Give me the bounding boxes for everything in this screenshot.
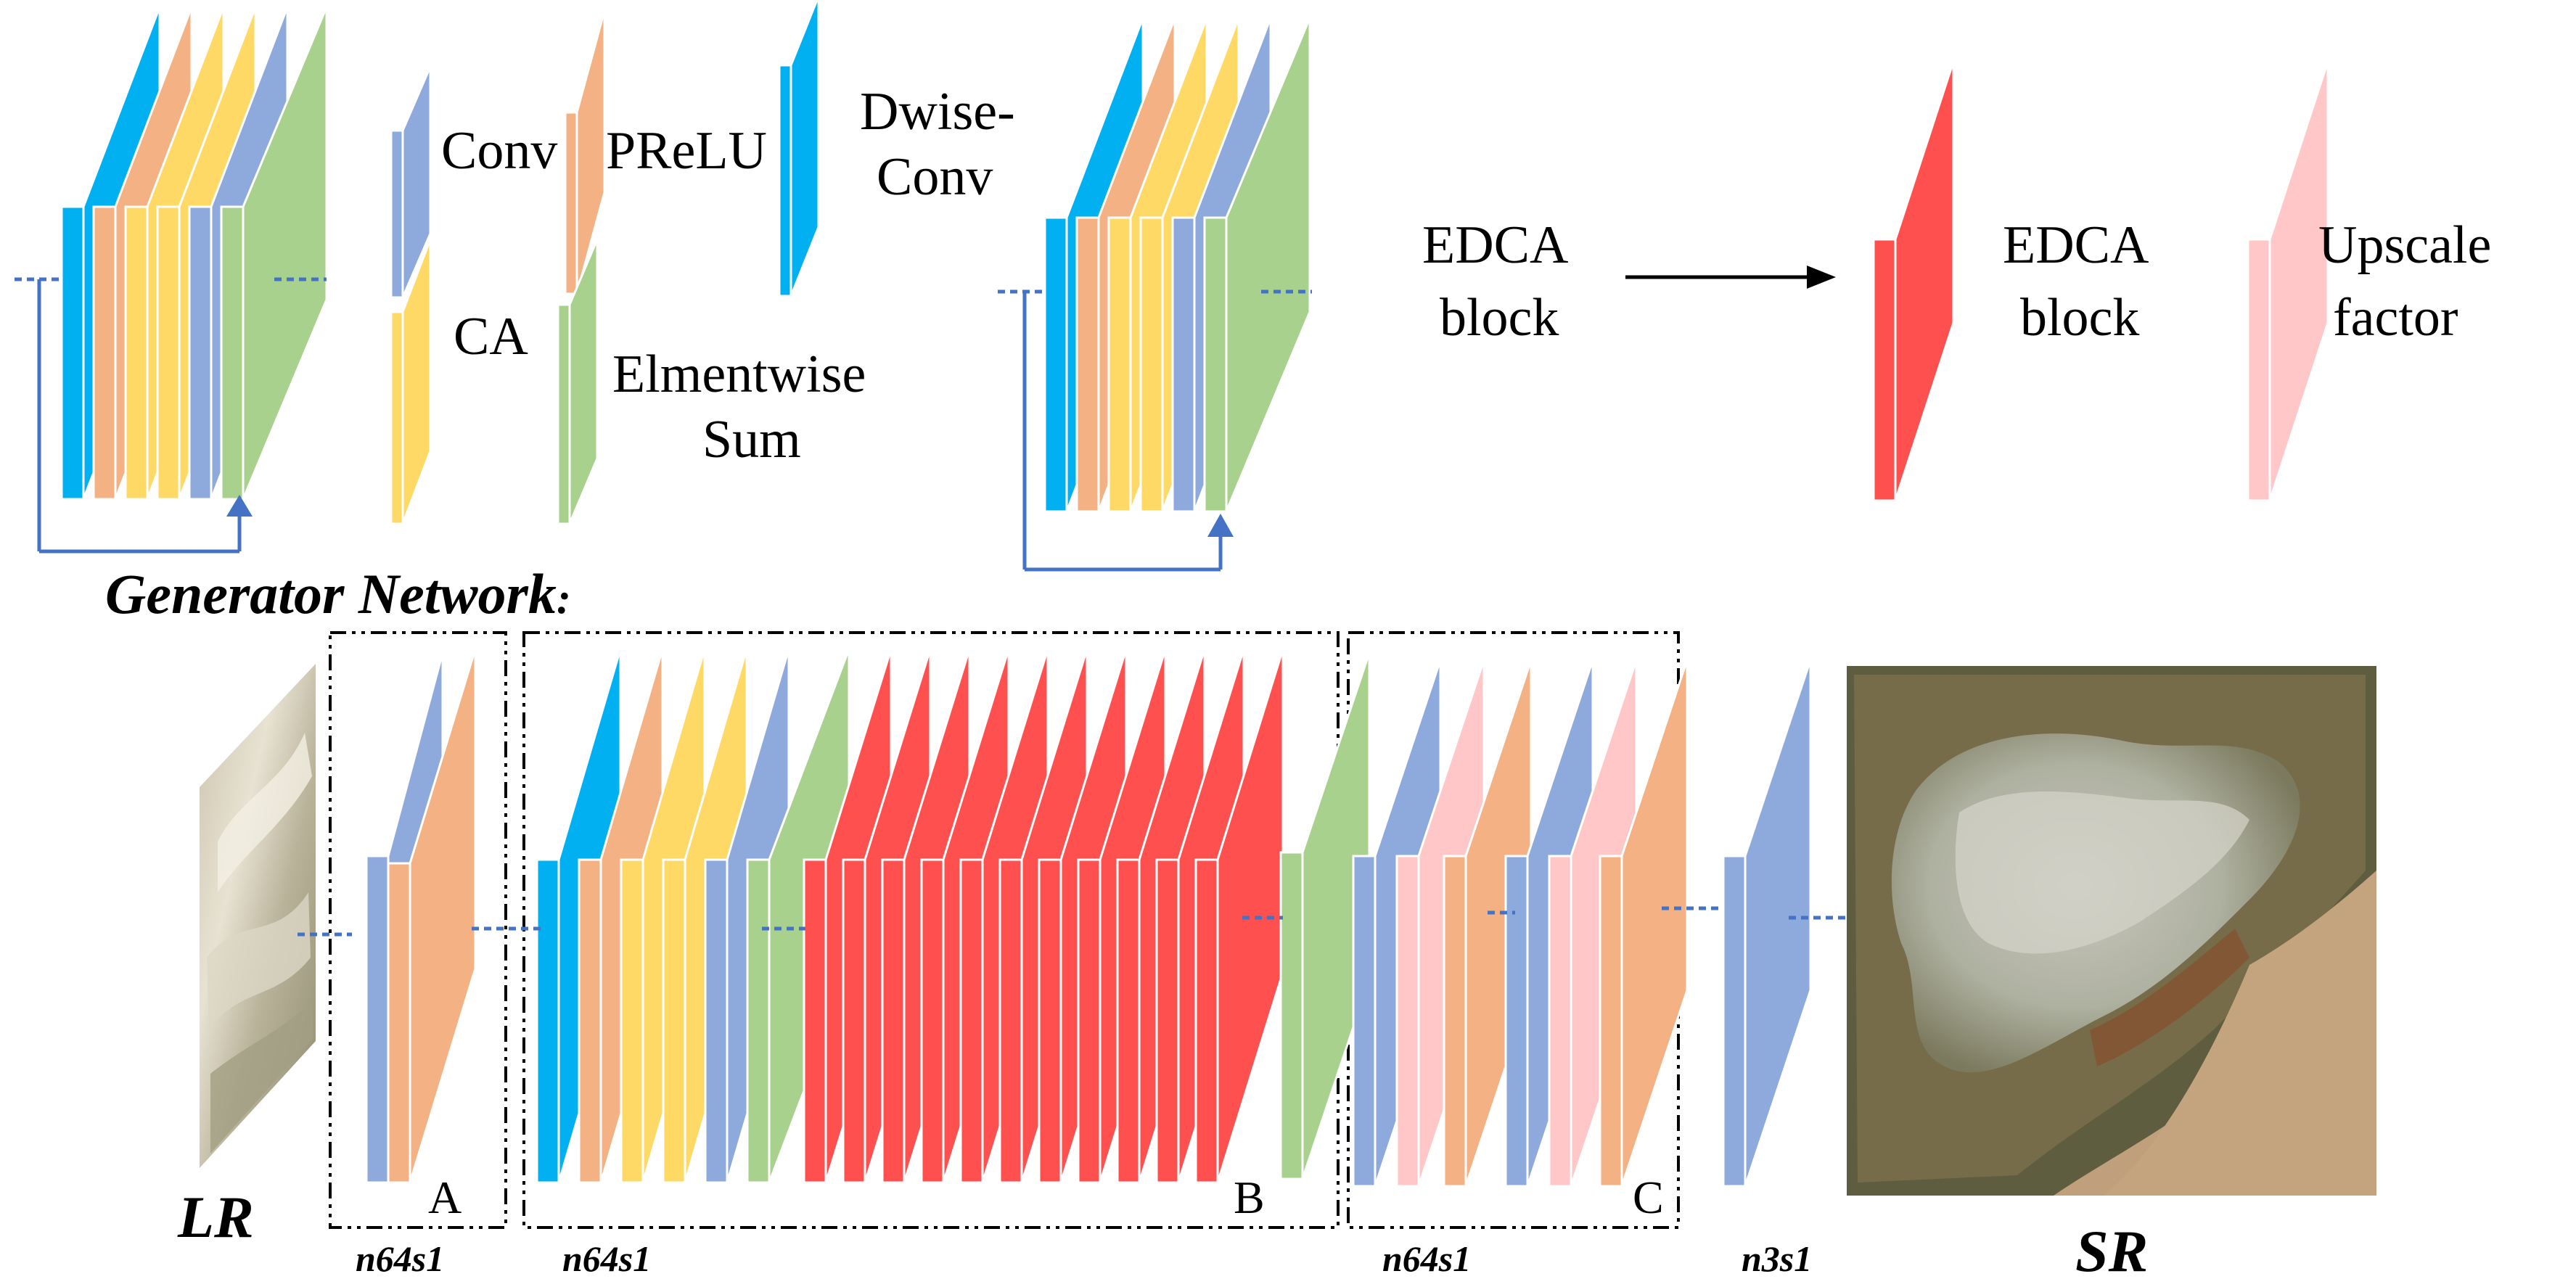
edca-left-label-2: block <box>1440 288 1559 347</box>
filters-c: n64s1 <box>1382 1238 1471 1279</box>
equivalence-arrow <box>1625 266 1836 289</box>
filters-b: n64s1 <box>562 1238 651 1279</box>
legend <box>390 0 820 525</box>
generator-connectors <box>472 906 1847 931</box>
legend-dwise-icon <box>778 0 820 297</box>
skip-connection-1 <box>15 277 327 554</box>
legend-prelu-label: PReLU <box>606 121 767 181</box>
lr-label: LR <box>177 1184 254 1250</box>
legend-prelu-icon <box>564 10 606 295</box>
sr-label: SR <box>2075 1218 2148 1279</box>
legend-dwise-label-2: Conv <box>877 147 993 207</box>
edca-right-label-1: EDCA <box>2003 215 2149 275</box>
skip-connection-2 <box>998 289 1312 572</box>
upscale-label-2: factor <box>2333 288 2458 347</box>
legend-dwise-label-1: Dwise- <box>860 82 1015 141</box>
lr-image <box>200 664 316 1168</box>
section-a-box <box>329 631 507 1229</box>
gen-c-prelu-2 <box>1599 659 1689 1188</box>
legend-ca-icon <box>390 239 432 525</box>
edca-block-icon <box>1872 61 1955 502</box>
section-c-letter: C <box>1633 1172 1664 1223</box>
edca-block-detail-2 <box>1043 17 1311 513</box>
legend-conv-icon <box>390 66 432 299</box>
section-b-letter: B <box>1234 1172 1265 1223</box>
filters-a: n64s1 <box>356 1238 444 1279</box>
b2-layer-elementwise-sum <box>1203 17 1311 513</box>
legend-sum-label-2: Sum <box>702 410 801 469</box>
gen-b-edca-11 <box>1194 649 1284 1184</box>
filters-final: n3s1 <box>1742 1238 1812 1279</box>
upscale-factor-icon <box>2247 61 2329 502</box>
upscale-label-1: Upscale <box>2318 215 2491 275</box>
edca-block-detail-1 <box>60 7 328 501</box>
generator-title: Generator Network: <box>105 562 571 625</box>
legend-sum-icon <box>557 239 599 525</box>
upscale-icon-layer <box>2247 61 2329 502</box>
legend-conv-label: Conv <box>441 121 557 181</box>
gen-final-conv <box>1722 659 1812 1188</box>
gen-a-prelu <box>387 649 477 1184</box>
generator-layers <box>365 649 1812 1188</box>
edca-left-label-1: EDCA <box>1422 215 1568 275</box>
legend-ca-label: CA <box>454 307 528 366</box>
edca-right-label-2: block <box>2020 288 2139 347</box>
layer-elementwise-sum <box>220 7 328 501</box>
sr-image <box>1847 666 2376 1196</box>
section-a-letter: A <box>428 1172 462 1223</box>
legend-sum-label-1: Elmentwise <box>612 345 866 404</box>
edca-icon-layer <box>1872 61 1955 502</box>
